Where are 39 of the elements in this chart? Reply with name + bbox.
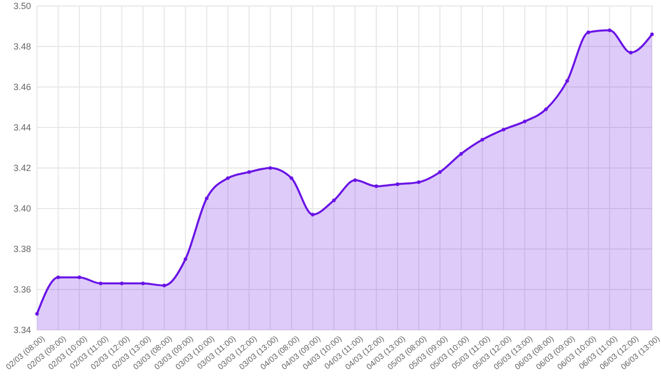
point [56, 276, 60, 280]
point [544, 107, 548, 112]
y-tick-label: 3.46 [13, 82, 31, 92]
y-tick-label: 3.40 [13, 203, 31, 214]
point [522, 120, 527, 124]
y-tick-label: 3.42 [13, 162, 31, 173]
point [332, 198, 336, 202]
y-tick-label: 3.48 [13, 41, 31, 52]
point [396, 182, 400, 186]
y-tick-label: 3.50 [13, 0, 31, 11]
point [310, 212, 314, 216]
y-tick-label: 3.38 [13, 244, 31, 254]
point [184, 257, 188, 261]
point [608, 28, 612, 32]
point [480, 138, 484, 142]
point [120, 282, 124, 286]
y-tick-label: 3.36 [13, 284, 31, 294]
point [650, 32, 654, 36]
point [374, 184, 378, 188]
point [268, 166, 272, 170]
point [502, 128, 506, 132]
point [35, 312, 39, 316]
point [586, 30, 590, 34]
y-tick-label: 3.34 [13, 324, 31, 335]
point [565, 79, 569, 83]
point [247, 170, 251, 174]
point [438, 170, 442, 174]
point [226, 176, 230, 180]
point [78, 276, 82, 280]
point [416, 180, 421, 184]
point [204, 196, 208, 200]
point [162, 284, 166, 288]
y-tick-label: 3.44 [13, 122, 31, 132]
point [628, 50, 633, 54]
point [459, 152, 463, 156]
point [98, 282, 102, 286]
point [353, 178, 357, 182]
point [290, 176, 294, 180]
point [141, 282, 145, 286]
